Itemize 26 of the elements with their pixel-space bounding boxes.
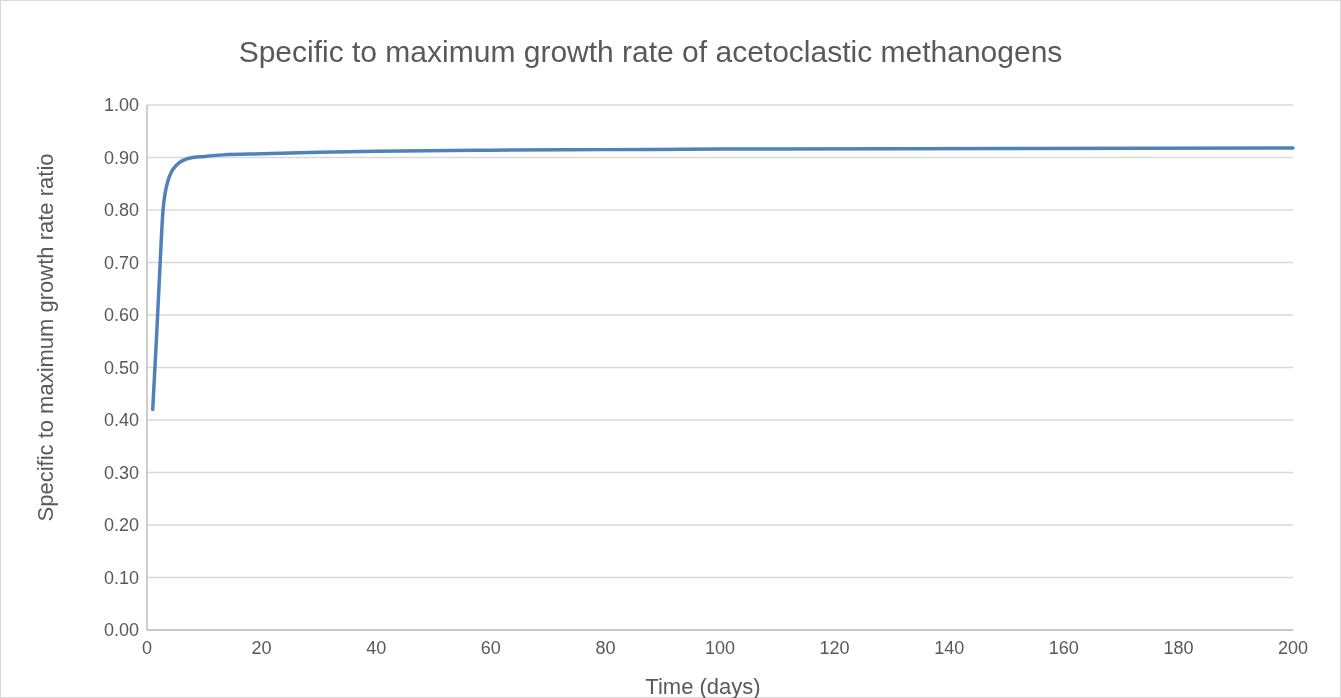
line-series	[150, 146, 1295, 412]
x-axis-title: Time (days)	[645, 674, 761, 698]
y-tick-label: 0.00	[103, 620, 139, 641]
y-tick-label: 0.90	[103, 147, 139, 168]
x-tick-label: 180	[1163, 638, 1194, 658]
y-tick-label: 1.00	[103, 95, 139, 116]
y-axis-title: Specific to maximum growth rate ratio	[33, 153, 58, 522]
x-tick-label: 80	[595, 638, 616, 658]
y-tick-label: 0.30	[103, 462, 139, 483]
y-tick-label: 0.50	[103, 357, 139, 378]
x-tick-label: 200	[1277, 638, 1309, 658]
y-tick-label: 0.40	[103, 410, 139, 431]
x-tick-label: 100	[704, 638, 736, 658]
chart-title: Specific to maximum growth rate of acetoclastic methanogens	[238, 35, 1063, 68]
x-tick-label: 160	[1048, 638, 1079, 658]
x-tick-label: 140	[934, 638, 965, 658]
y-tick-label: 0.70	[103, 252, 139, 273]
y-tick-label: 0.80	[103, 200, 139, 221]
x-tick-label: 60	[480, 638, 501, 658]
y-tick-label: 0.20	[103, 515, 139, 536]
y-tick-label: 0.10	[103, 567, 139, 588]
y-tick-label: 0.60	[103, 305, 139, 326]
x-tick-label: 0	[141, 638, 153, 658]
x-tick-label: 40	[366, 638, 387, 658]
x-tick-label: 120	[819, 638, 850, 658]
x-tick-label: 20	[251, 638, 272, 658]
